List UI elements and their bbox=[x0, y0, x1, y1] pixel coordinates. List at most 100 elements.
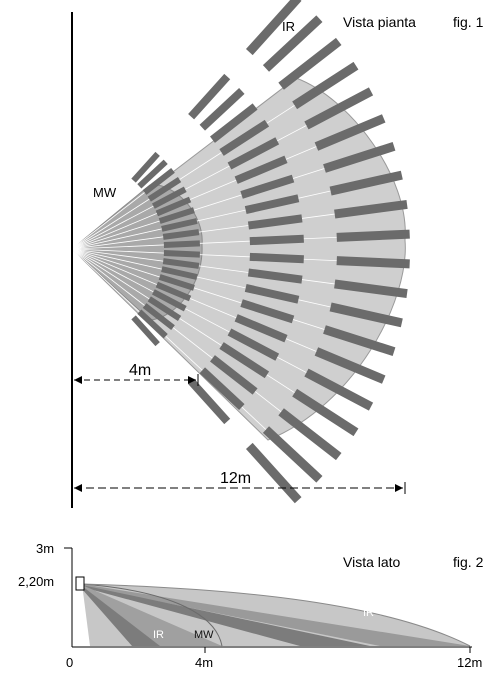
ir-segment bbox=[245, 442, 302, 504]
y-label-3m: 3m bbox=[36, 541, 54, 556]
x-label-12m: 12m bbox=[457, 655, 482, 670]
beam-line bbox=[71, 248, 325, 413]
ir-segment bbox=[219, 342, 270, 379]
ir-segment bbox=[245, 0, 302, 56]
mw-segment bbox=[158, 207, 195, 224]
ir-segment bbox=[199, 367, 245, 410]
ir-segment bbox=[234, 314, 288, 343]
beam-line bbox=[71, 44, 292, 250]
side-outline bbox=[81, 583, 471, 647]
ir-segment bbox=[292, 61, 359, 110]
beam-line bbox=[71, 248, 338, 390]
beam-line bbox=[71, 248, 292, 454]
plan-view: Vista pianta fig. 1 IR MW 4m 12m bbox=[71, 0, 484, 508]
mw-segment bbox=[162, 258, 200, 269]
mw-segment bbox=[161, 218, 198, 232]
beam-line bbox=[71, 248, 274, 473]
ir-segment bbox=[240, 174, 295, 199]
ir-segment bbox=[234, 155, 288, 184]
mw-segment bbox=[163, 250, 201, 258]
mw-segment bbox=[162, 229, 200, 240]
beam-line bbox=[71, 248, 358, 341]
ir-segment bbox=[278, 37, 342, 90]
ir-segment bbox=[336, 256, 410, 269]
mw-segment bbox=[137, 309, 168, 339]
mw-segment bbox=[151, 289, 187, 312]
mw-segment bbox=[131, 315, 160, 347]
ir-segment bbox=[249, 252, 304, 264]
beam-line bbox=[71, 235, 372, 250]
ir-segment bbox=[227, 328, 280, 361]
fig2-title: Vista lato bbox=[343, 554, 401, 570]
side-layer-mw bbox=[82, 585, 222, 646]
side-layer-mid bbox=[82, 584, 470, 646]
ir-segment bbox=[219, 119, 270, 156]
ir-segment bbox=[188, 73, 231, 120]
fig1-number: fig. 1 bbox=[453, 14, 484, 30]
beam-line bbox=[71, 248, 370, 289]
ir-segment bbox=[323, 142, 396, 173]
ir-segment bbox=[334, 199, 408, 219]
fig1-mw-label: MW bbox=[93, 185, 117, 200]
ir-segment bbox=[314, 347, 386, 384]
ir-segment bbox=[249, 234, 304, 246]
beam-line bbox=[71, 132, 349, 250]
ir-segment bbox=[329, 170, 403, 196]
ir-segment bbox=[334, 279, 408, 299]
x-label-4m: 4m bbox=[195, 655, 213, 670]
ir-segment bbox=[188, 378, 231, 425]
ir-segment bbox=[210, 103, 258, 143]
mw-segment bbox=[131, 151, 160, 183]
sensor-icon bbox=[75, 576, 85, 591]
y-label-mount-height: 2,20m bbox=[18, 574, 54, 589]
mw-segment bbox=[155, 281, 192, 302]
side-layer-dark-far bbox=[82, 585, 370, 646]
beam-line bbox=[71, 248, 365, 315]
ir-segment bbox=[210, 355, 258, 395]
ir-segment bbox=[292, 388, 359, 437]
mw-segment bbox=[137, 159, 168, 189]
ir-segment bbox=[304, 87, 374, 130]
ir-segment bbox=[227, 137, 280, 170]
side-layer-dark-near bbox=[82, 586, 160, 646]
mw-segment bbox=[147, 296, 182, 321]
ir-segment bbox=[323, 325, 396, 356]
mw-segment bbox=[142, 303, 175, 330]
ir-segment bbox=[240, 299, 295, 324]
mw-segment bbox=[158, 274, 195, 291]
dimension-12m: 12m bbox=[74, 470, 406, 494]
beam-line bbox=[71, 64, 309, 250]
beam-line bbox=[71, 248, 309, 434]
ir-segment bbox=[244, 194, 300, 214]
beam-line bbox=[71, 25, 274, 250]
beam-line bbox=[71, 248, 372, 263]
ir-segment bbox=[304, 368, 374, 411]
fig1-ir-label: IR bbox=[282, 19, 295, 34]
ir-segment bbox=[262, 426, 323, 483]
beam-line bbox=[71, 108, 338, 250]
side-mw-boundary bbox=[81, 583, 223, 647]
side-ir-near-label: IR bbox=[153, 629, 164, 641]
side-mw-label: MW bbox=[194, 629, 214, 641]
mw-segment bbox=[142, 168, 175, 195]
ir-segment bbox=[244, 284, 300, 304]
mw-segment bbox=[161, 266, 198, 280]
dimension-4m: 4m bbox=[74, 362, 199, 386]
beam-line bbox=[71, 209, 370, 250]
ir-segment bbox=[247, 214, 303, 230]
beam-line bbox=[71, 248, 349, 366]
side-ir-far-label: IR bbox=[363, 607, 374, 619]
mw-segment bbox=[155, 196, 192, 217]
fig1-title: Vista pianta bbox=[343, 14, 416, 30]
ir-segment bbox=[329, 302, 403, 328]
dimension-12m-label: 12m bbox=[220, 470, 251, 487]
beam-line bbox=[71, 157, 358, 250]
mw-segment bbox=[147, 177, 182, 202]
mw-segment bbox=[151, 186, 187, 209]
ir-segment bbox=[247, 268, 303, 284]
ir-segment bbox=[199, 88, 245, 131]
x-label-0: 0 bbox=[66, 655, 73, 670]
beam-line bbox=[71, 85, 325, 250]
ir-segment bbox=[278, 408, 342, 461]
